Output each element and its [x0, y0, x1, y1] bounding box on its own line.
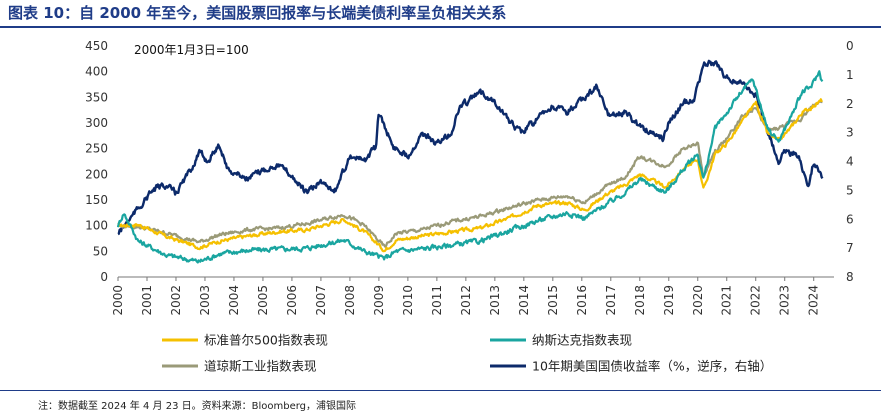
right-tick-label: 3	[846, 126, 854, 140]
legend-item-sp500: 标准普尔500指数表现	[162, 333, 328, 348]
x-tick-label: 2000	[111, 285, 125, 316]
x-tick-label: 2024	[807, 285, 821, 316]
line-chart: 0 50 100 150 200 250 300 350 400 450 0 1 2 3 4 5 6 7 8 20…	[85, 39, 854, 374]
x-tick-label: 2020	[691, 285, 705, 316]
right-tick-label: 5	[846, 183, 854, 197]
right-tick-label: 8	[846, 270, 854, 284]
x-tick-label: 2013	[488, 285, 502, 316]
x-tick-label: 2005	[256, 285, 270, 316]
sp500-line	[117, 98, 823, 253]
x-tick-label: 2010	[401, 285, 415, 316]
x-tick-label: 2023	[778, 285, 792, 316]
title-rule	[0, 26, 881, 28]
left-tick-label: 300	[85, 116, 108, 130]
legend-label: 标准普尔500指数表现	[204, 333, 328, 348]
right-tick-label: 6	[846, 212, 854, 226]
left-tick-label: 400	[85, 65, 108, 79]
x-tick-label: 2018	[633, 285, 647, 316]
legend-label: 10年期美国国债收益率（%，逆序，右轴）	[532, 359, 772, 374]
nasdaq-line	[116, 70, 824, 264]
x-tick-label: 2014	[517, 285, 531, 316]
right-tick-label: 1	[846, 68, 854, 82]
x-tick-label: 2015	[546, 285, 560, 316]
right-axis-ticks: 0 1 2 3 4 5 6 7 8	[846, 39, 854, 284]
x-tick-label: 2007	[314, 285, 328, 316]
left-tick-label: 250	[85, 142, 108, 156]
x-tick-label: 2016	[575, 285, 589, 316]
left-tick-label: 0	[100, 270, 108, 284]
left-tick-label: 50	[93, 244, 108, 258]
legend-item-dowjones: 道琼斯工业指数表现	[162, 359, 317, 374]
x-tick-label: 2001	[140, 285, 154, 316]
x-tick-label: 2012	[459, 285, 473, 316]
x-tick-label: 2011	[430, 285, 444, 316]
chart-annotation: 2000年1月3日=100	[134, 43, 249, 57]
right-tick-label: 0	[846, 39, 854, 53]
x-tick-label: 2022	[749, 285, 763, 316]
x-tick-label: 2019	[662, 285, 676, 316]
x-tick-label: 2006	[285, 285, 299, 316]
legend-label: 纳斯达克指数表现	[532, 333, 632, 348]
footer-rule	[0, 390, 881, 391]
x-tick-label: 2021	[720, 285, 734, 316]
left-tick-label: 100	[85, 219, 108, 233]
right-tick-label: 4	[846, 155, 854, 169]
right-tick-label: 2	[846, 97, 854, 111]
x-tick-label: 2003	[198, 285, 212, 316]
legend-label: 道琼斯工业指数表现	[204, 359, 317, 374]
left-tick-label: 350	[85, 90, 108, 104]
x-axis-ticks: 2000 2001 2002 2003 2004 2005 2006 2007 2008 2009…	[111, 277, 821, 316]
left-tick-label: 200	[85, 167, 108, 181]
treasury-10y-line	[117, 59, 824, 236]
x-tick-label: 2002	[169, 285, 183, 316]
source-note: 注：数据截至 2024 年 4 月 23 日。资料来源：Bloomberg，浦银…	[38, 401, 357, 412]
left-axis-ticks: 0 50 100 150 200 250 300 350 400 450	[85, 39, 108, 284]
x-tick-label: 2017	[604, 285, 618, 316]
left-tick-label: 450	[85, 39, 108, 53]
right-tick-label: 7	[846, 241, 854, 255]
x-tick-label: 2009	[372, 285, 386, 316]
x-tick-label: 2008	[343, 285, 357, 316]
series-lines	[116, 59, 824, 264]
legend-item-treasury: 10年期美国国债收益率（%，逆序，右轴）	[490, 359, 772, 374]
legend-item-nasdaq: 纳斯达克指数表现	[490, 333, 632, 348]
left-tick-label: 150	[85, 193, 108, 207]
x-tick-label: 2004	[227, 285, 241, 316]
figure-title: 图表 10：自 2000 年至今，美国股票回报率与长端美债利率呈负相关关系	[8, 4, 507, 22]
